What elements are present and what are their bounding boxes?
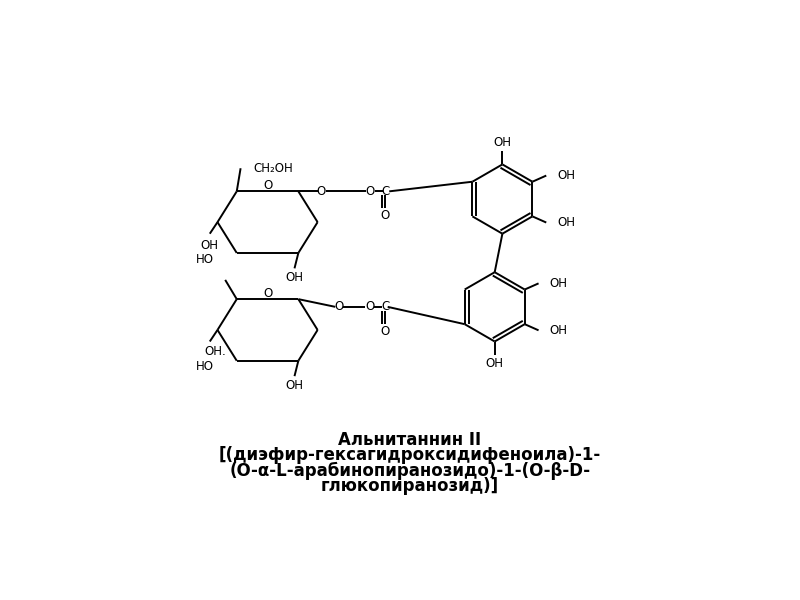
Text: O: O [366,185,374,198]
Text: OH: OH [286,271,303,284]
Text: OH: OH [550,324,567,337]
Text: O: O [263,287,272,300]
Text: OH: OH [557,216,575,229]
Text: .: . [222,345,226,358]
Text: OH: OH [205,345,222,358]
Text: HO: HO [196,361,214,373]
Text: OH: OH [486,356,504,370]
Text: CH₂OH: CH₂OH [254,162,294,175]
Text: C: C [382,301,390,313]
Text: глюкопиранозид)]: глюкопиранозид)] [321,477,499,495]
Text: OH: OH [494,136,511,149]
Text: OH: OH [550,277,567,290]
Text: O: O [334,301,344,313]
Text: O: O [366,301,374,313]
Text: OH: OH [286,379,303,392]
Text: O: O [381,209,390,223]
Text: O: O [381,325,390,338]
Text: C: C [382,185,390,198]
Text: OH: OH [557,169,575,182]
Text: O: O [317,185,326,198]
Text: Альнитаннин II: Альнитаннин II [338,431,482,449]
Text: (O-α-L-арабинопиранозидо)-1-(O-β-D-: (O-α-L-арабинопиранозидо)-1-(O-β-D- [230,462,590,480]
Text: [(диэфир-гексагидроксидифеноила)-1-: [(диэфир-гексагидроксидифеноила)-1- [219,446,601,464]
Text: OH: OH [201,239,219,252]
Text: HO: HO [196,253,214,266]
Text: O: O [263,179,272,193]
